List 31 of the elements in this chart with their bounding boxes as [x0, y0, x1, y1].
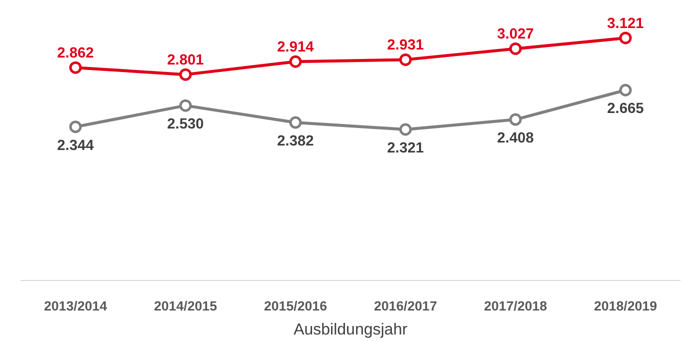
data-label: 3.121 — [607, 16, 644, 32]
data-label: 2.862 — [57, 46, 94, 62]
x-tick-label: 2016/2017 — [374, 298, 438, 314]
point — [179, 68, 192, 81]
data-label: 2.931 — [387, 38, 424, 54]
data-label: 2.914 — [277, 40, 315, 56]
point — [179, 99, 192, 112]
data-label: 3.027 — [497, 26, 534, 43]
data-label: 2.382 — [277, 134, 314, 150]
data-label: 2.321 — [387, 140, 424, 156]
x-tick-label: 2015/2016 — [264, 298, 328, 314]
x-tick-label: 2018/2019 — [594, 298, 658, 314]
data-label: 2.665 — [607, 101, 644, 118]
data-label: 2.801 — [167, 52, 204, 69]
point — [509, 42, 522, 55]
data-label: 2.530 — [167, 116, 204, 133]
point — [69, 120, 82, 134]
point — [399, 53, 412, 66]
point — [69, 61, 82, 74]
x-tick-label: 2013/2014 — [44, 298, 108, 314]
x-axis-title: Ausbildungsjahr — [294, 322, 408, 338]
data-label: 2.408 — [497, 130, 534, 147]
point — [619, 84, 632, 96]
point — [399, 123, 412, 136]
point — [289, 55, 302, 68]
x-tick-label: 2017/2018 — [484, 298, 548, 314]
point — [509, 113, 522, 126]
x-tick-label: 2014/2015 — [154, 298, 218, 314]
point — [619, 32, 632, 44]
data-label: 2.344 — [57, 138, 95, 154]
point — [289, 116, 302, 129]
